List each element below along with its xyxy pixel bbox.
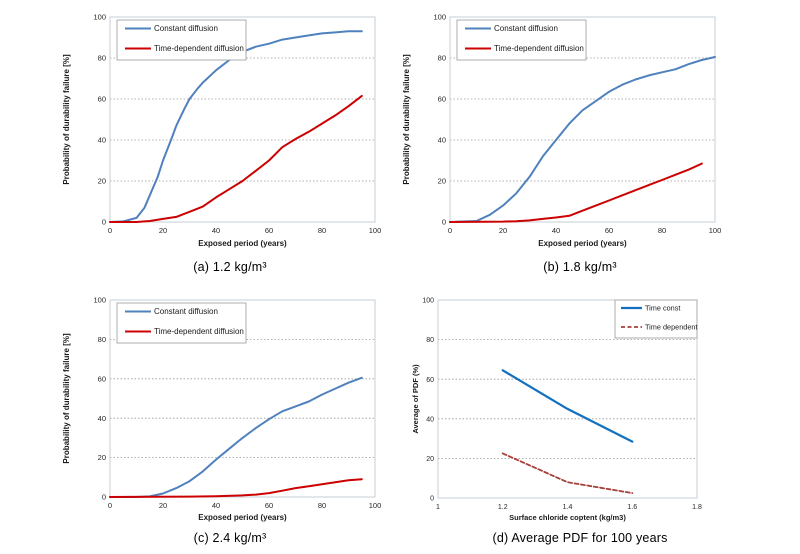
legend-item-label: Time-dependent diffusion xyxy=(154,327,244,336)
y-tick-label: 60 xyxy=(98,374,106,383)
chart-b-series-constant-diffusion xyxy=(449,56,716,223)
plot-border xyxy=(109,16,376,223)
x-tick-label: 0 xyxy=(448,226,452,235)
y-tick-label: 60 xyxy=(438,95,446,104)
x-tick-label: 40 xyxy=(212,226,220,235)
x-tick-label: 80 xyxy=(658,226,666,235)
y-tick-label: 0 xyxy=(442,218,446,227)
y-tick-label: 60 xyxy=(426,377,434,384)
chart-c-series-time-dependent-diffusion xyxy=(109,478,363,498)
x-tick-label: 60 xyxy=(265,501,273,510)
x-tick-label: 20 xyxy=(159,226,167,235)
chart-c-legend-box xyxy=(116,302,247,344)
y-tick-label: 40 xyxy=(438,136,446,145)
y-tick-label: 20 xyxy=(98,177,106,186)
y-tick-label: 80 xyxy=(98,54,106,63)
y-tick-label: 20 xyxy=(426,456,434,463)
x-axis-title: Exposed period (years) xyxy=(198,239,287,248)
y-tick-label: 40 xyxy=(426,416,434,423)
chart-a-plot: 0 20 40 60 80 100 0 20 40 60 80 100 Exposed period (… xyxy=(62,13,382,248)
x-tick-label: 1.6 xyxy=(627,504,637,511)
plot-border xyxy=(437,299,698,499)
y-tick-label: 20 xyxy=(438,177,446,186)
y-tick-label: 100 xyxy=(93,296,106,305)
chart-a-series-constant-diffusion xyxy=(109,30,363,223)
y-tick-label: 80 xyxy=(426,337,434,344)
x-tick-label: 60 xyxy=(265,226,273,235)
plot-border xyxy=(109,299,376,498)
y-tick-label: 0 xyxy=(102,493,106,502)
x-tick-label: 80 xyxy=(318,501,326,510)
legend-item-label: Time const xyxy=(645,304,680,313)
caption-a: (a) 1.2 kg/m³ xyxy=(193,260,267,274)
y-tick-label: 100 xyxy=(93,13,106,22)
chart-d-plot: 0 20 40 60 80 100 1 1.2 1.4 1.6 1.8 Surface chlorid… xyxy=(412,298,702,522)
x-tick-label: 1.4 xyxy=(563,504,573,511)
x-tick-label: 20 xyxy=(159,501,167,510)
y-axis-title: Average of PDF (%) xyxy=(412,364,420,434)
chart-b-legend-box xyxy=(456,19,587,61)
y-tick-label: 0 xyxy=(430,496,434,503)
chart-c-plot: 0 20 40 60 80 100 0 20 40 60 80 100 Exposed period (… xyxy=(62,296,382,522)
legend-item-label: Time dependent xyxy=(645,323,697,332)
y-axis-title: Probability of durability failure [%] xyxy=(62,333,71,464)
legend-item-label: Time-dependent diffusion xyxy=(154,44,244,53)
x-axis-title: Exposed period (years) xyxy=(538,239,627,248)
x-tick-label: 20 xyxy=(499,226,507,235)
y-tick-label: 20 xyxy=(98,453,106,462)
x-axis-title: Surface chloride coptent (kg/m3) xyxy=(509,513,626,522)
y-tick-label: 40 xyxy=(98,136,106,145)
y-tick-label: 80 xyxy=(438,54,446,63)
legend-item-label: Constant diffusion xyxy=(494,24,558,33)
chart-a-legend-box xyxy=(116,19,247,61)
y-tick-label: 80 xyxy=(98,335,106,344)
chart-d-series-time-const xyxy=(501,369,634,443)
chart-d-legend-box xyxy=(614,299,698,339)
y-tick-label: 0 xyxy=(102,218,106,227)
caption-c: (c) 2.4 kg/m³ xyxy=(193,531,267,545)
x-tick-label: 0 xyxy=(108,226,112,235)
x-tick-label: 80 xyxy=(318,226,326,235)
x-tick-label: 60 xyxy=(605,226,613,235)
caption-b: (b) 1.8 kg/m³ xyxy=(543,260,617,274)
legend-item-label: Constant diffusion xyxy=(154,24,218,33)
plot-border xyxy=(449,16,716,223)
caption-d: (d) Average PDF for 100 years xyxy=(492,531,668,545)
y-axis-title: Probability of durability failure [%] xyxy=(402,54,411,185)
y-tick-label: 40 xyxy=(98,414,106,423)
x-tick-label: 100 xyxy=(369,501,382,510)
chart-b-series-time-dependent-diffusion xyxy=(449,162,703,223)
chart-d-series-time-dependent xyxy=(501,452,634,495)
x-tick-label: 100 xyxy=(709,226,722,235)
chart-a-series-time-dependent-diffusion xyxy=(109,94,363,223)
y-tick-label: 60 xyxy=(98,95,106,104)
legend-item-label: Time-dependent diffusion xyxy=(494,44,584,53)
x-tick-label: 0 xyxy=(108,501,112,510)
x-axis-title: Exposed period (years) xyxy=(198,513,287,522)
chart-b-plot: 0 20 40 60 80 100 0 20 40 60 80 100 Exposed period (… xyxy=(402,13,722,248)
x-tick-label: 1.2 xyxy=(498,504,508,511)
x-tick-label: 100 xyxy=(369,226,382,235)
y-axis-title: Probability of durability failure [%] xyxy=(62,54,71,185)
y-tick-label: 100 xyxy=(433,13,446,22)
legend-item-label: Constant diffusion xyxy=(154,307,218,316)
x-tick-label: 40 xyxy=(212,501,220,510)
x-tick-label: 1.8 xyxy=(692,504,702,511)
y-tick-label: 100 xyxy=(422,298,434,305)
x-tick-label: 40 xyxy=(552,226,560,235)
x-tick-label: 1 xyxy=(436,504,440,511)
chart-c-series-constant-diffusion xyxy=(109,376,363,498)
